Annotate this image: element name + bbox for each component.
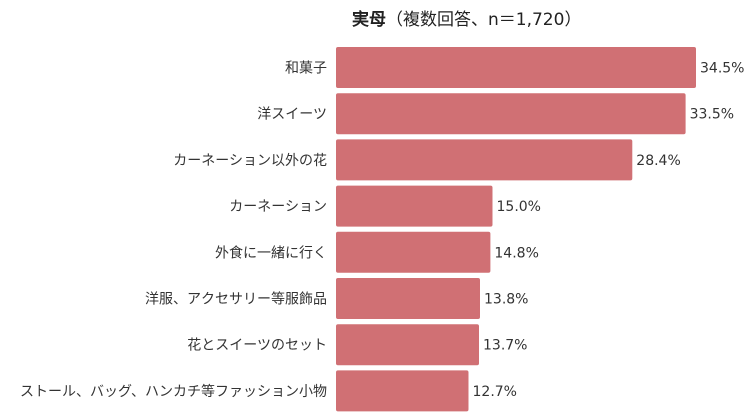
category-label-4: 外食に一緒に行く — [215, 244, 327, 261]
value-label-5: 13.8% — [484, 292, 528, 308]
bar-1 — [336, 93, 686, 135]
category-label-1: 洋スイーツ — [257, 107, 327, 123]
value-label-7: 12.7% — [473, 384, 517, 400]
category-label-3: カーネーション — [229, 199, 327, 215]
category-label-7: ストール、バッグ、ハンカチ等ファッション小物 — [20, 383, 327, 400]
category-label-2: カーネーション以外の花 — [173, 153, 327, 169]
value-label-6: 13.7% — [483, 338, 527, 354]
value-labels-group: 34.5% 33.5% 28.4% 15.0% 14.8% 13.8% 13.7% 12.7% — [473, 61, 745, 400]
bar-5 — [336, 278, 480, 319]
value-label-2: 28.4% — [636, 153, 680, 169]
value-label-3: 15.0% — [497, 199, 541, 215]
bar-6 — [336, 324, 479, 366]
bar-3 — [336, 185, 493, 227]
value-label-4: 14.8% — [494, 245, 538, 261]
category-label-0: 和菓子 — [285, 61, 327, 77]
chart-title-main: 実母 — [352, 10, 386, 30]
bar-0 — [336, 47, 696, 88]
category-label-5: 洋服、アクセサリー等服飾品 — [145, 291, 327, 308]
category-label-6: 花とスイーツのセット — [187, 338, 327, 354]
bar-7 — [336, 370, 469, 412]
value-label-0: 34.5% — [700, 61, 744, 77]
chart-title: 実母（複数回答、n＝1,720） — [352, 8, 581, 32]
bar-4 — [336, 231, 491, 273]
bars-group — [336, 47, 696, 412]
bar-2 — [336, 139, 633, 181]
category-labels-group: 和菓子洋スイーツカーネーション以外の花カーネーション外食に一緒に行く洋服、アクセ… — [20, 61, 327, 400]
chart-title-note: （複数回答、n＝1,720） — [386, 10, 582, 30]
value-label-1: 33.5% — [690, 107, 734, 123]
